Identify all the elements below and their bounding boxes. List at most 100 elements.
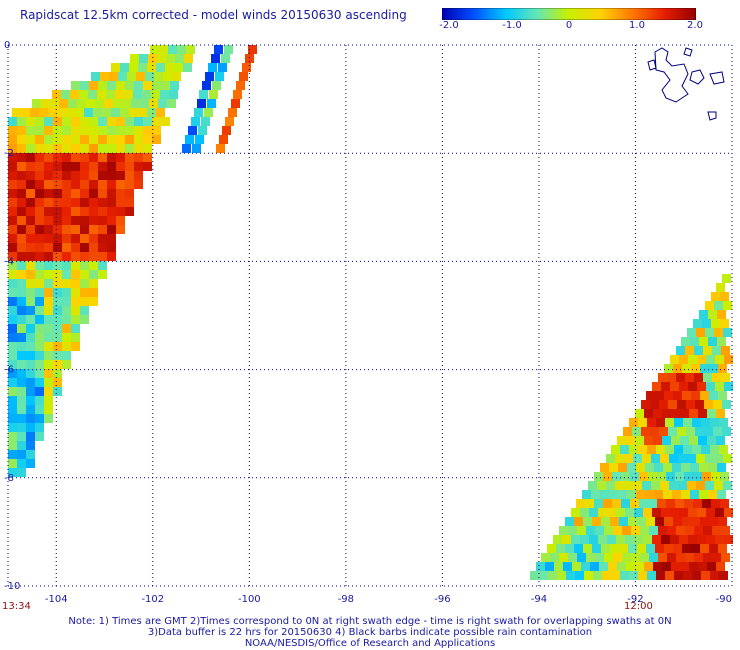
island-isabela: [654, 47, 689, 103]
wind-cell: [44, 189, 53, 198]
wind-cell: [17, 135, 26, 144]
wind-cell: [231, 99, 240, 108]
wind-cell: [156, 108, 165, 117]
wind-cell: [26, 234, 35, 243]
wind-cell: [590, 562, 599, 571]
wind-cell: [712, 553, 721, 562]
wind-cell: [711, 319, 720, 328]
wind-cell: [26, 153, 35, 162]
wind-cell: [71, 279, 80, 288]
wind-cell: [26, 369, 35, 378]
wind-cell: [17, 270, 26, 279]
wind-cell: [35, 432, 44, 441]
wind-cell: [678, 481, 687, 490]
wind-cell: [62, 207, 71, 216]
wind-cell: [17, 396, 26, 405]
wind-cell: [8, 216, 17, 225]
wind-cell: [8, 126, 17, 135]
wind-cell: [8, 360, 17, 369]
wind-cell: [71, 216, 80, 225]
wind-cell: [703, 373, 712, 382]
wind-cell: [44, 252, 53, 261]
wind-cell: [71, 315, 80, 324]
wind-cell: [723, 481, 732, 490]
wind-cell: [674, 571, 683, 580]
wind-cell: [652, 508, 661, 517]
wind-cell: [640, 526, 649, 535]
wind-cell: [619, 517, 628, 526]
wind-cell: [134, 162, 143, 171]
wind-cell: [665, 445, 674, 454]
wind-cell: [116, 189, 125, 198]
wind-cell: [611, 445, 620, 454]
wind-cell: [70, 90, 79, 99]
wind-cell: [71, 297, 80, 306]
wind-cell: [84, 108, 93, 117]
wind-cell: [650, 400, 659, 409]
wind-cell: [35, 135, 44, 144]
wind-cell: [669, 454, 678, 463]
wind-cell: [17, 405, 26, 414]
wind-cell: [603, 499, 612, 508]
wind-cell: [657, 472, 666, 481]
wind-cell: [680, 562, 689, 571]
wind-cell: [655, 391, 664, 400]
wind-cell: [654, 463, 663, 472]
wind-cell: [645, 463, 654, 472]
wind-cell: [635, 562, 644, 571]
wind-cell: [600, 490, 609, 499]
wind-cell: [26, 360, 35, 369]
wind-cell: [610, 544, 619, 553]
wind-cell: [717, 490, 726, 499]
wind-cell: [151, 90, 160, 99]
wind-cell: [35, 324, 44, 333]
wind-cell: [536, 562, 545, 571]
wind-cell: [26, 207, 35, 216]
wind-cell: [539, 571, 548, 580]
wind-cell: [613, 553, 622, 562]
wind-cell: [71, 342, 80, 351]
wind-cell: [26, 171, 35, 180]
wind-cell: [107, 162, 116, 171]
wind-cell: [600, 463, 609, 472]
wind-cell: [62, 252, 71, 261]
wind-cell: [642, 454, 651, 463]
lon-tick-label: -102: [141, 594, 164, 605]
wind-cell: [75, 108, 84, 117]
wind-cell: [720, 292, 729, 301]
wind-cell: [147, 108, 156, 117]
wind-cell: [62, 243, 71, 252]
wind-cell: [150, 45, 159, 54]
wind-cell: [89, 153, 98, 162]
wind-cell: [71, 180, 80, 189]
wind-cell: [80, 270, 89, 279]
wind-cell: [71, 162, 80, 171]
wind-cell: [53, 324, 62, 333]
wind-cell: [705, 328, 714, 337]
wind-cell: [706, 508, 715, 517]
wind-cell: [89, 198, 98, 207]
wind-cell: [35, 279, 44, 288]
wind-cell: [125, 162, 134, 171]
wind-cell: [583, 517, 592, 526]
wind-cell: [688, 382, 697, 391]
wind-cell: [701, 571, 710, 580]
wind-cell: [724, 355, 733, 364]
wind-cell: [695, 427, 704, 436]
wind-cell: [143, 153, 152, 162]
wind-cell: [89, 216, 98, 225]
wind-cell: [62, 270, 71, 279]
wind-cell: [62, 144, 71, 153]
wind-cell: [652, 382, 661, 391]
wind-cell: [80, 171, 89, 180]
wind-cell: [17, 369, 26, 378]
wind-cell: [116, 144, 125, 153]
wind-cell: [53, 126, 62, 135]
wind-cell: [44, 351, 53, 360]
wind-cell: [693, 319, 702, 328]
wind-cell: [62, 360, 71, 369]
wind-cell: [8, 198, 17, 207]
wind-cell: [690, 337, 699, 346]
wind-cell: [565, 544, 574, 553]
wind-cell: [17, 234, 26, 243]
